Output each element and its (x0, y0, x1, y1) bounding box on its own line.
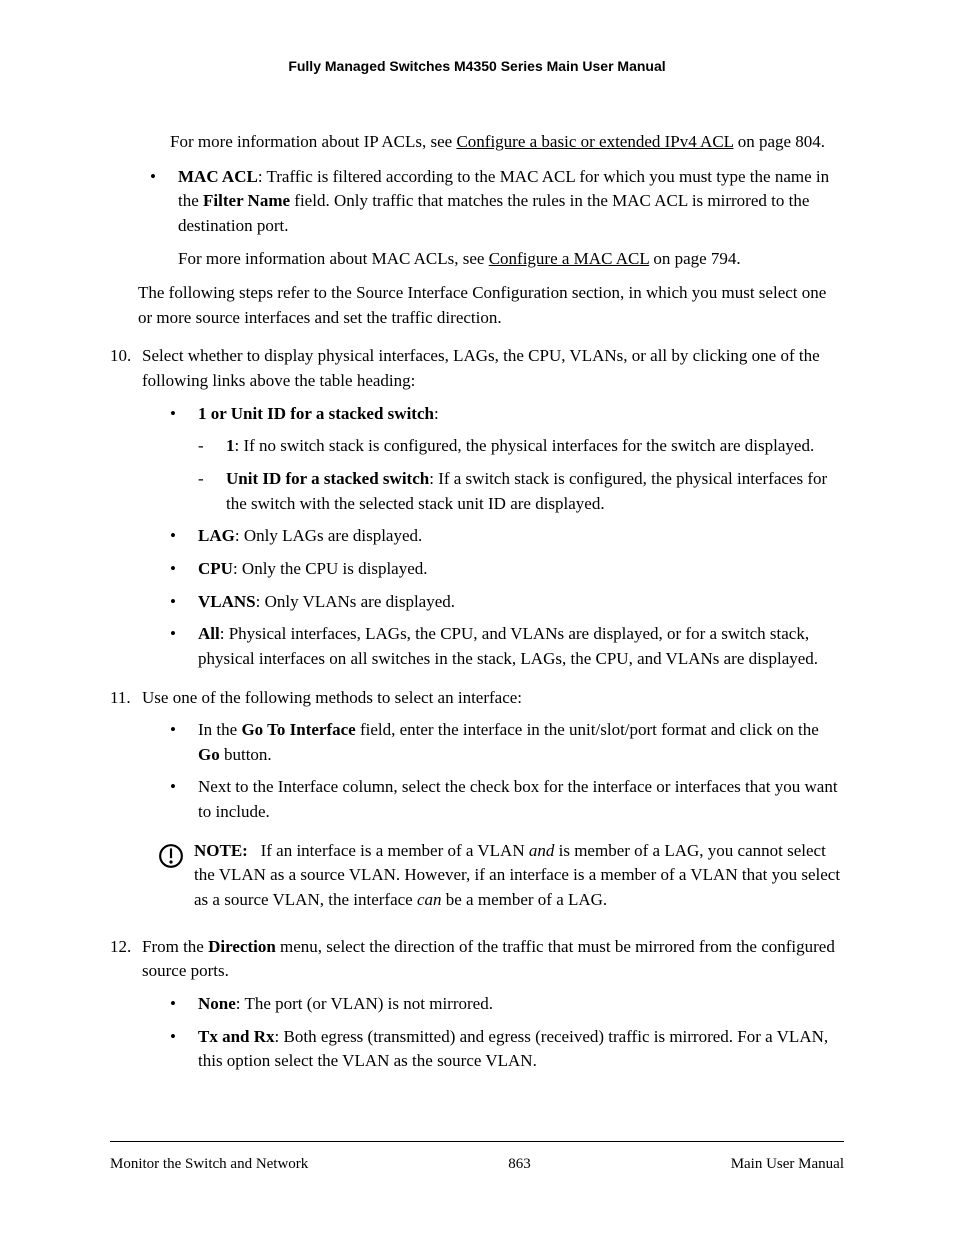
bullet-body: Next to the Interface column, select the… (198, 775, 844, 824)
step-12: 12. From the Direction menu, select the … (110, 935, 844, 984)
bullet-body: None: The port (or VLAN) is not mirrored… (198, 992, 844, 1017)
bullet-icon: • (150, 165, 178, 272)
text: : (434, 404, 439, 423)
bullet-icon: • (170, 557, 198, 582)
mac-acl-more: For more information about MAC ACLs, see… (178, 247, 844, 272)
mac-acl-label: MAC ACL (178, 167, 258, 186)
page-header: Fully Managed Switches M4350 Series Main… (110, 58, 844, 74)
bullet-icon: • (170, 402, 198, 427)
text: : Only VLANs are displayed. (256, 592, 455, 611)
italic: can (417, 890, 442, 909)
bullet-body: In the Go To Interface field, enter the … (198, 718, 844, 767)
italic: and (529, 841, 555, 860)
step11-bullet-1: • In the Go To Interface field, enter th… (170, 718, 844, 767)
step10-bullet-all: • All: Physical interfaces, LAGs, the CP… (170, 622, 844, 671)
bullet-icon: • (170, 1025, 198, 1074)
goto-interface-label: Go To Interface (241, 720, 355, 739)
text: If an interface is a member of a VLAN (261, 841, 529, 860)
note-label: NOTE: (194, 841, 248, 860)
label: All (198, 624, 220, 643)
filter-name-label: Filter Name (203, 191, 290, 210)
step-10: 10. Select whether to display physical i… (110, 344, 844, 393)
mac-acl-bullet: • MAC ACL: Traffic is filtered according… (150, 165, 844, 272)
bullet-icon: • (170, 622, 198, 671)
text: : Physical interfaces, LAGs, the CPU, an… (198, 624, 818, 668)
step-11: 11. Use one of the following methods to … (110, 686, 844, 711)
text: For more information about IP ACLs, see (170, 132, 456, 151)
mac-acl-link[interactable]: Configure a MAC ACL (489, 249, 649, 268)
step10-dash-2: - Unit ID for a stacked switch: If a swi… (198, 467, 844, 516)
note-icon (158, 839, 194, 913)
step11-bullet-2: • Next to the Interface column, select t… (170, 775, 844, 824)
label: VLANS (198, 592, 256, 611)
text: From the (142, 937, 208, 956)
text: button. (220, 745, 272, 764)
label: None (198, 994, 236, 1013)
step-number: 10. (110, 344, 142, 393)
step-body: Use one of the following methods to sele… (142, 686, 844, 711)
bullet-body: LAG: Only LAGs are displayed. (198, 524, 844, 549)
ip-acl-link[interactable]: Configure a basic or extended IPv4 ACL (456, 132, 733, 151)
dash-icon: - (198, 434, 226, 459)
step10-bullet-vlans: • VLANS: Only VLANs are displayed. (170, 590, 844, 615)
text: on page 794. (649, 249, 741, 268)
bullet-body: All: Physical interfaces, LAGs, the CPU,… (198, 622, 844, 671)
text: : Only LAGs are displayed. (235, 526, 422, 545)
text: : The port (or VLAN) is not mirrored. (236, 994, 493, 1013)
step12-bullet-txrx: • Tx and Rx: Both egress (transmitted) a… (170, 1025, 844, 1074)
step-number: 12. (110, 935, 142, 984)
ip-acl-paragraph: For more information about IP ACLs, see … (170, 130, 844, 155)
footer-left: Monitor the Switch and Network (110, 1156, 308, 1173)
bullet-icon: • (170, 590, 198, 615)
step10-dash-1: - 1: If no switch stack is configured, t… (198, 434, 844, 459)
dash-icon: - (198, 467, 226, 516)
text: on page 804. (733, 132, 825, 151)
dash-body: 1: If no switch stack is configured, the… (226, 434, 844, 459)
text: be a member of a LAG. (442, 890, 608, 909)
bullet-body: Tx and Rx: Both egress (transmitted) and… (198, 1025, 844, 1074)
label: 1 (226, 436, 235, 455)
step10-bullet-1: • 1 or Unit ID for a stacked switch: (170, 402, 844, 427)
note-block: NOTE: If an interface is a member of a V… (158, 839, 844, 913)
label: Unit ID for a stacked switch (226, 469, 429, 488)
bullet-body: MAC ACL: Traffic is filtered according t… (178, 165, 844, 272)
bullet-icon: • (170, 775, 198, 824)
note-text: NOTE: If an interface is a member of a V… (194, 839, 844, 913)
source-steps-paragraph: The following steps refer to the Source … (138, 281, 844, 330)
bullet-body: VLANS: Only VLANs are displayed. (198, 590, 844, 615)
step10-bullet-cpu: • CPU: Only the CPU is displayed. (170, 557, 844, 582)
dash-body: Unit ID for a stacked switch: If a switc… (226, 467, 844, 516)
step-body: Select whether to display physical inter… (142, 344, 844, 393)
text: : Only the CPU is displayed. (233, 559, 428, 578)
text: : Both egress (transmitted) and egress (… (198, 1027, 828, 1071)
label: LAG (198, 526, 235, 545)
go-label: Go (198, 745, 220, 764)
page-footer: Monitor the Switch and Network 863 Main … (110, 1141, 844, 1173)
bullet-icon: • (170, 524, 198, 549)
text: In the (198, 720, 241, 739)
text: : If no switch stack is configured, the … (235, 436, 815, 455)
page-content: For more information about IP ACLs, see … (110, 130, 844, 1074)
label: Tx and Rx (198, 1027, 275, 1046)
step-number: 11. (110, 686, 142, 711)
direction-label: Direction (208, 937, 276, 956)
step12-bullet-none: • None: The port (or VLAN) is not mirror… (170, 992, 844, 1017)
bullet-body: 1 or Unit ID for a stacked switch: (198, 402, 844, 427)
label: CPU (198, 559, 233, 578)
text: field, enter the interface in the unit/s… (356, 720, 819, 739)
footer-right: Main User Manual (731, 1156, 844, 1173)
step10-bullet-lag: • LAG: Only LAGs are displayed. (170, 524, 844, 549)
footer-page-number: 863 (508, 1156, 531, 1173)
bullet-icon: • (170, 718, 198, 767)
step-body: From the Direction menu, select the dire… (142, 935, 844, 984)
bullet-icon: • (170, 992, 198, 1017)
bullet-body: CPU: Only the CPU is displayed. (198, 557, 844, 582)
text: For more information about MAC ACLs, see (178, 249, 489, 268)
label: 1 or Unit ID for a stacked switch (198, 404, 434, 423)
